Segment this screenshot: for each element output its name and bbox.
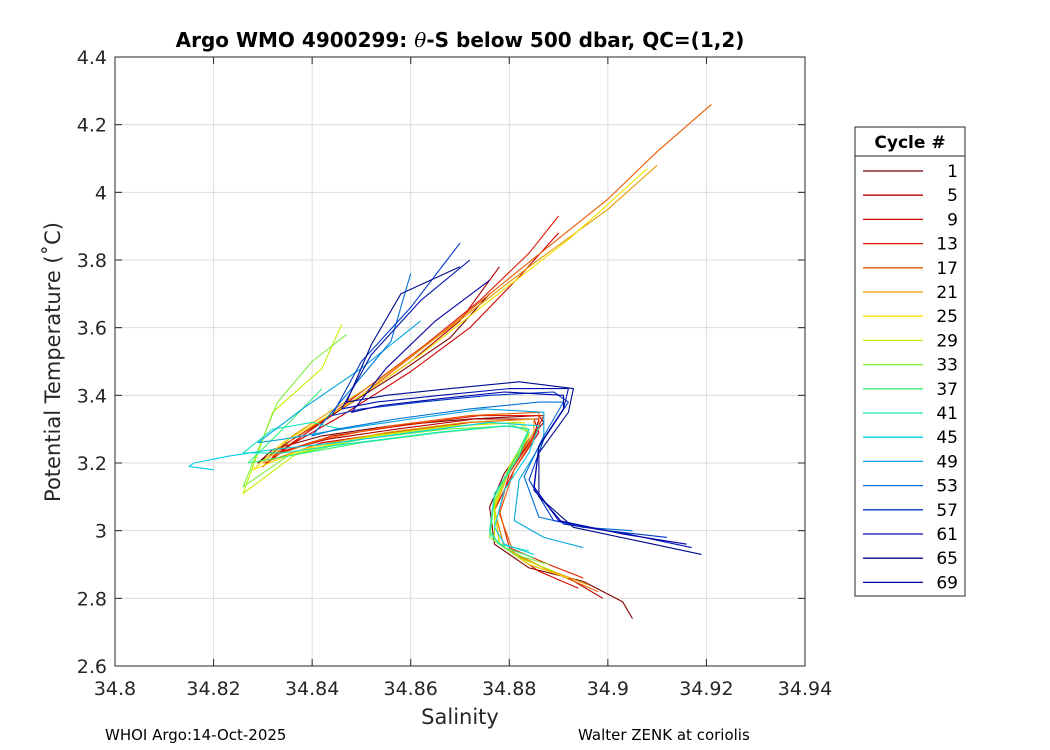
chart-title-prefix: Argo WMO 4900299:: [176, 28, 415, 52]
y-tick-label: 4.4: [77, 47, 107, 69]
x-tick-label: 34.88: [482, 678, 536, 700]
axes-box: [114, 56, 806, 667]
x-tick-label: 34.8: [94, 678, 136, 700]
y-tick-label: 4: [95, 182, 107, 204]
footer-right: Walter ZENK at coriolis: [578, 726, 750, 744]
series-line-cycle-49: [257, 320, 584, 549]
axis-ticks: 34.8 34.82 34.84 34.86 34.88 34.9 34.92 34.94 2.…: [77, 47, 832, 700]
series-line-cycle-61: [341, 259, 692, 549]
legend-label-cycle-21: 21: [936, 283, 958, 303]
legend-label-cycle-69: 69: [936, 573, 958, 593]
legend-entries: 1 5 9 13 17 21 25 29 33 37 41 45 49 53 57 61 65 69: [863, 162, 958, 593]
series-line-cycle-69: [351, 279, 687, 545]
legend-label-cycle-49: 49: [936, 452, 958, 472]
x-tick-label: 34.84: [285, 678, 339, 700]
series-line-cycle-45: [188, 421, 540, 555]
y-tick-label: 3.6: [77, 318, 107, 340]
legend-label-cycle-13: 13: [936, 235, 958, 255]
legend: Cycle # 1 5 9 13 17 21 25 29 33 37 41 45 49 53 57 61 65 6…: [854, 126, 966, 597]
chart-title-suffix: -S below 500 dbar, QC=(1,2): [426, 28, 744, 52]
legend-label-cycle-61: 61: [936, 525, 958, 545]
legend-label-cycle-29: 29: [936, 331, 958, 351]
y-tick-label: 2.8: [77, 588, 107, 610]
chart-title-symbol: θ: [414, 28, 426, 52]
legend-box: [854, 126, 966, 597]
y-axis-label: Potential Temperature (˚C): [41, 222, 65, 502]
y-tick-label: 2.6: [77, 656, 107, 678]
y-tick-label: 3: [95, 521, 107, 543]
series-line-cycle-53: [311, 273, 633, 532]
legend-label-cycle-9: 9: [947, 210, 958, 230]
x-tick-label: 34.92: [679, 678, 733, 700]
legend-label-cycle-57: 57: [936, 501, 958, 521]
y-tick-label: 3.2: [77, 453, 107, 475]
x-tick-label: 34.82: [186, 678, 240, 700]
legend-label-cycle-17: 17: [936, 259, 958, 279]
x-tick-label: 34.86: [384, 678, 438, 700]
legend-label-cycle-5: 5: [947, 186, 958, 206]
series-line-cycle-21: [262, 164, 658, 586]
series-line-cycle-37: [247, 388, 535, 559]
y-tick-label: 3.4: [77, 385, 107, 407]
footer-left: WHOI Argo:14-Oct-2025: [105, 726, 286, 744]
series-line-cycle-17: [272, 103, 712, 593]
series-line-cycle-57: [331, 242, 668, 538]
y-tick-label: 4.2: [77, 115, 107, 137]
legend-label-cycle-1: 1: [947, 162, 958, 182]
legend-title: Cycle #: [874, 133, 945, 153]
legend-label-cycle-41: 41: [936, 404, 958, 424]
series-line-cycle-41: [242, 421, 530, 552]
chart-title: Argo WMO 4900299: θ-S below 500 dbar, QC…: [176, 28, 745, 52]
legend-label-cycle-37: 37: [936, 380, 958, 400]
legend-label-cycle-25: 25: [936, 307, 958, 327]
y-tick-label: 3.8: [77, 250, 107, 272]
x-axis-label: Salinity: [421, 705, 499, 729]
series-lines: [188, 103, 712, 619]
legend-label-cycle-45: 45: [936, 428, 958, 448]
plot-area: [115, 57, 805, 666]
x-tick-label: 34.94: [778, 678, 832, 700]
x-tick-label: 34.9: [587, 678, 629, 700]
legend-label-cycle-33: 33: [936, 356, 958, 376]
legend-label-cycle-65: 65: [936, 549, 958, 569]
legend-label-cycle-53: 53: [936, 477, 958, 497]
